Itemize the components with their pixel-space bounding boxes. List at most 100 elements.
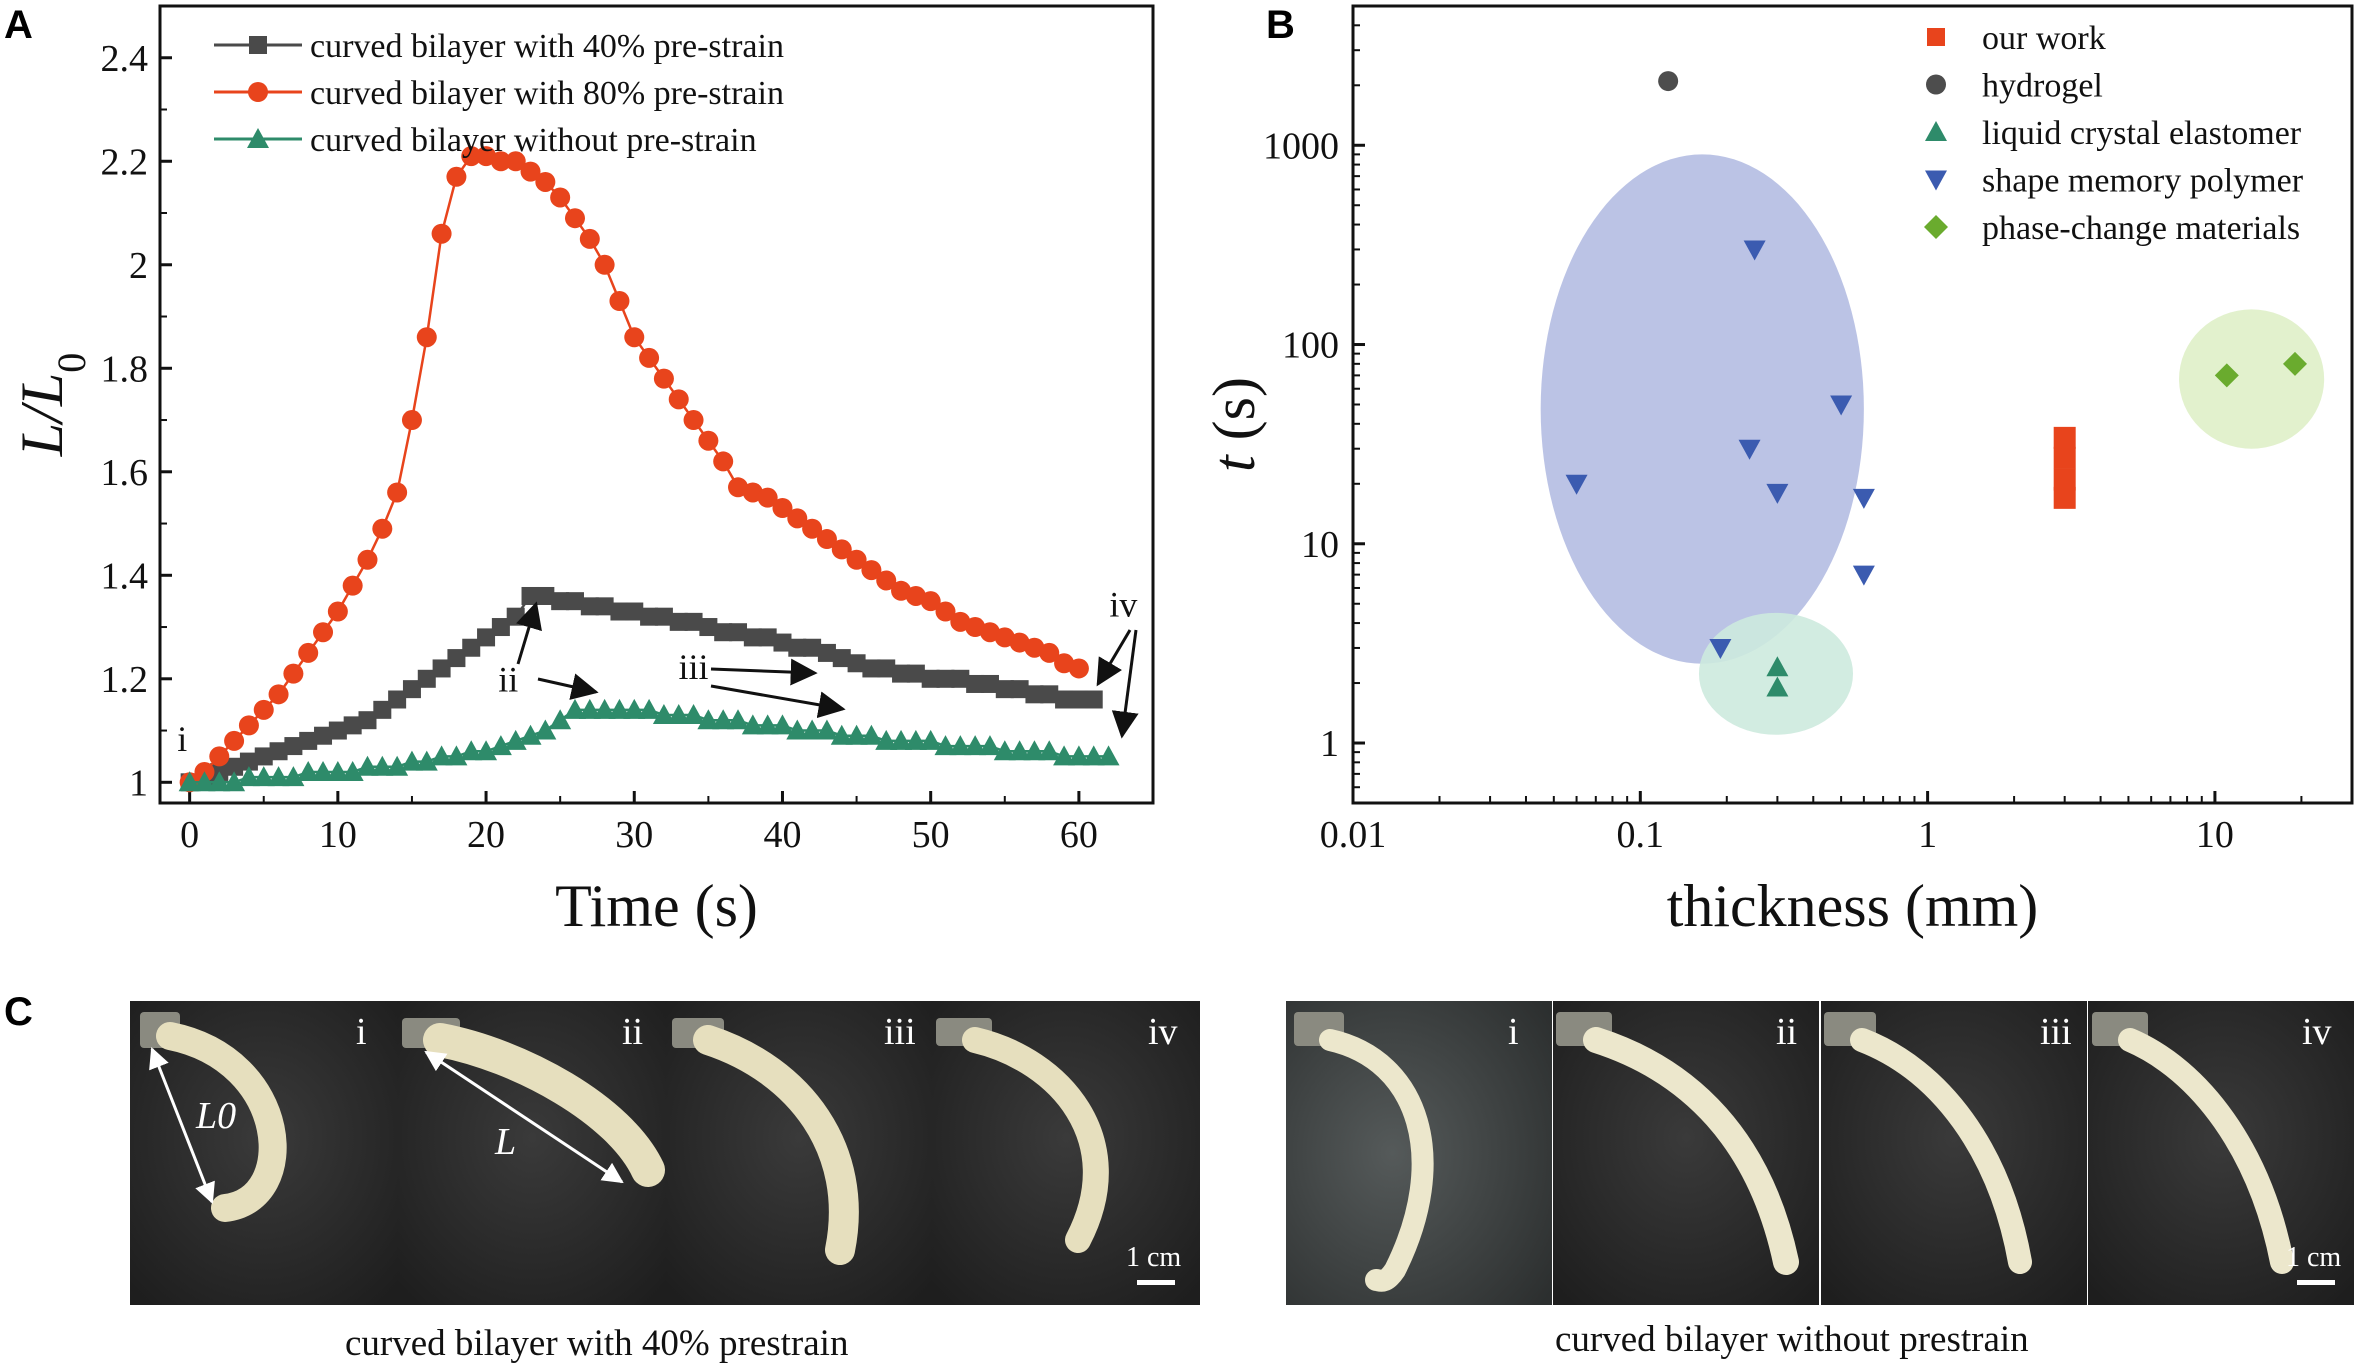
frame-label-0-ii: ii <box>1776 1011 1797 1053</box>
label-l: L <box>494 1121 516 1163</box>
chart-a-point <box>640 607 659 626</box>
chart-a-xtick-label: 40 <box>763 814 801 856</box>
chart-a-point <box>447 649 466 668</box>
chart-a-point <box>995 680 1014 699</box>
arrow-ii-upper <box>516 601 542 665</box>
scale-bar-label-0: 1 cm <box>2286 1242 2341 1273</box>
frame-label-0-i: i <box>1508 1011 1519 1053</box>
panel-label-b: B <box>1266 3 1295 47</box>
chart-a-point <box>535 171 556 192</box>
chart-a-point <box>832 649 851 668</box>
chart-a-xtick-label: 30 <box>615 814 653 856</box>
chart-b-xlabel: thickness (mm) <box>1667 873 2039 939</box>
chart-b-legend-label: shape memory polymer <box>1982 163 2304 200</box>
chart-a-point <box>639 347 660 368</box>
chart-a-point <box>1038 740 1061 761</box>
chart-b-legend-marker <box>1927 28 1945 46</box>
chart-a-point <box>387 482 408 503</box>
chart-a-point <box>683 410 704 431</box>
chart-a-point <box>341 760 364 781</box>
chart-b-point <box>2053 446 2076 469</box>
chart-a-point <box>371 755 394 776</box>
caption-no-prestrain: curved bilayer without prestrain <box>1555 1319 2029 1360</box>
caption-40-prestrain: curved bilayer with 40% prestrain <box>345 1323 848 1364</box>
chart-a-point <box>1097 745 1120 766</box>
chart-a-point <box>282 766 305 787</box>
chart-a-point <box>682 704 705 725</box>
chart-b-point <box>1852 488 1875 509</box>
chart-b-legend-label: hydrogel <box>1982 68 2103 105</box>
chart-a-point <box>461 146 482 167</box>
chart-a-point <box>845 724 868 745</box>
chart-a-point <box>875 729 898 750</box>
chart-b: 0.01 0.1 1 10 1 10 100 1000 thickness (mm) t (s) o… <box>1201 4 2354 939</box>
chart-a-point <box>743 628 762 647</box>
chart-a-point <box>489 735 512 756</box>
chart-a-point <box>773 633 792 652</box>
frame-label-40-iv: iv <box>1148 1011 1178 1053</box>
chart-a-point <box>757 487 778 508</box>
chart-a-point <box>966 674 985 693</box>
chart-a-xtick-label: 50 <box>912 814 950 856</box>
chart-a-point <box>1084 690 1103 709</box>
chart-a-point <box>536 586 555 605</box>
frame-label-0-iv: iv <box>2302 1011 2332 1053</box>
chart-a-point <box>741 714 764 735</box>
chart-a-point <box>239 752 258 771</box>
chart-a-xtick-label: 0 <box>180 814 199 856</box>
chart-a-point <box>729 623 748 642</box>
panel-label-c: C <box>4 990 33 1034</box>
chart-a-point <box>521 586 540 605</box>
chart-b-series-1 <box>1658 71 1679 92</box>
chart-a-point <box>491 618 510 637</box>
chart-a-point <box>431 223 452 244</box>
chart-a-point <box>1082 745 1105 766</box>
chart-a-point <box>504 729 527 750</box>
chart-a-point <box>815 719 838 740</box>
arrow-iii-upper <box>710 658 818 686</box>
chart-a-point <box>684 612 703 631</box>
chart-a-point <box>1008 740 1031 761</box>
chart-a-point <box>803 638 822 657</box>
chart-a-point <box>402 680 421 699</box>
chart-b-point <box>1709 638 1732 659</box>
chart-a-point <box>593 698 616 719</box>
chart-a-point <box>817 643 836 662</box>
chart-b-xtick-label: 0.1 <box>1617 814 1665 856</box>
chart-a-point <box>565 592 584 611</box>
chart-a-point <box>505 151 526 172</box>
chart-a-point <box>208 771 231 792</box>
chart-a-point <box>356 755 379 776</box>
chart-a-point <box>668 389 689 410</box>
chart-a-legend: curved bilayer with 40% pre-strain curved… <box>214 28 784 159</box>
chart-a-point <box>327 601 348 622</box>
length-arrow-l <box>424 1050 624 1184</box>
chart-a-point <box>357 549 378 570</box>
chart-a-point <box>520 161 541 182</box>
chart-a-point <box>787 508 808 529</box>
chart-a-point <box>625 602 644 621</box>
chart-a-point <box>594 254 615 275</box>
chart-a-ylabel: L/L0 <box>9 353 94 457</box>
chart-a-ytick-label: 1.4 <box>101 555 149 597</box>
chart-a-point <box>830 724 853 745</box>
chart-b-ytick-label: 100 <box>1282 325 1339 367</box>
chart-a-point <box>667 704 690 725</box>
chart-b-point <box>2053 486 2076 509</box>
chart-a-point <box>876 570 897 591</box>
chart-a-point <box>890 729 913 750</box>
chart-a-point <box>237 766 260 787</box>
chart-a-point <box>654 607 673 626</box>
chart-a-annotation: i <box>177 719 187 759</box>
chart-a-point <box>712 709 735 730</box>
arrow-iv-lower <box>1111 629 1139 739</box>
chart-a-point <box>178 771 201 792</box>
chart-a-point <box>786 719 809 740</box>
chart-a-ytick-label: 2 <box>129 245 148 287</box>
chart-b-series-3 <box>1565 240 1875 659</box>
chart-a-point <box>624 327 645 348</box>
chart-b-point <box>2214 363 2239 388</box>
chart-a-point <box>269 742 288 761</box>
chart-a-point <box>224 730 245 751</box>
